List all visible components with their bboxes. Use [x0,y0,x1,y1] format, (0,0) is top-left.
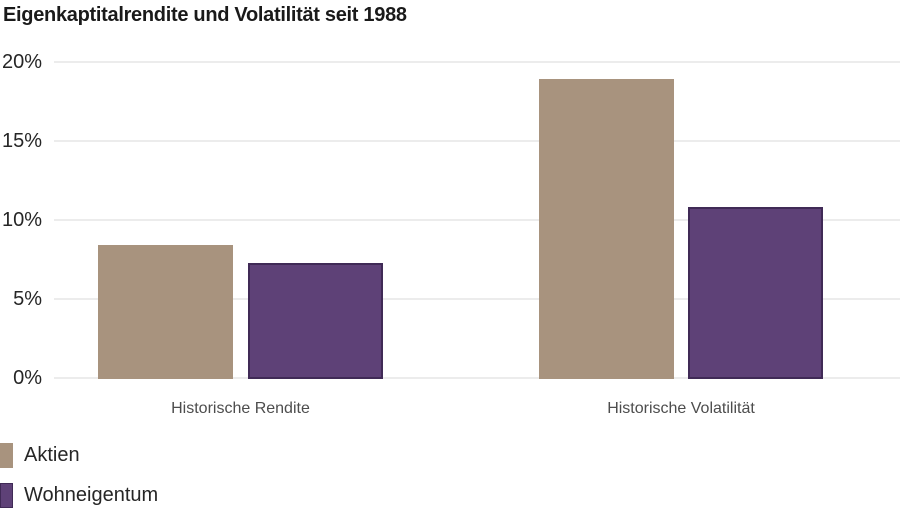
bar-aktien-historische-volatilit-t [539,79,674,379]
gridline-10% [54,219,900,221]
y-tick-label-0%: 0% [13,367,42,389]
bar-wohneigentum-historische-rendite [248,262,383,379]
y-tick-label-10%: 10% [1,209,42,231]
gridline-20% [54,61,900,63]
legend-label-aktien: Aktien [24,444,80,466]
legend-swatch-wohneigentum [0,483,13,508]
y-tick-label-15%: 15% [1,130,42,152]
gridline-5% [54,298,900,300]
legend-label-wohneigentum: Wohneigentum [24,484,159,506]
x-category-label-historische-rendite: Historische Rendite [171,400,310,417]
y-tick-label-20%: 20% [1,51,42,73]
bar-wohneigentum-historische-volatilit-t [688,207,823,379]
legend-swatch-aktien [0,443,13,468]
gridline-0% [54,377,900,379]
gridline-15% [54,140,900,142]
x-category-label-historische-volatilit-t: Historische Volatilität [607,400,755,417]
chart-title: Eigenkaptitalrendite und Volatilität sei… [3,4,407,26]
y-tick-label-5%: 5% [13,288,42,310]
bar-aktien-historische-rendite [98,245,233,379]
